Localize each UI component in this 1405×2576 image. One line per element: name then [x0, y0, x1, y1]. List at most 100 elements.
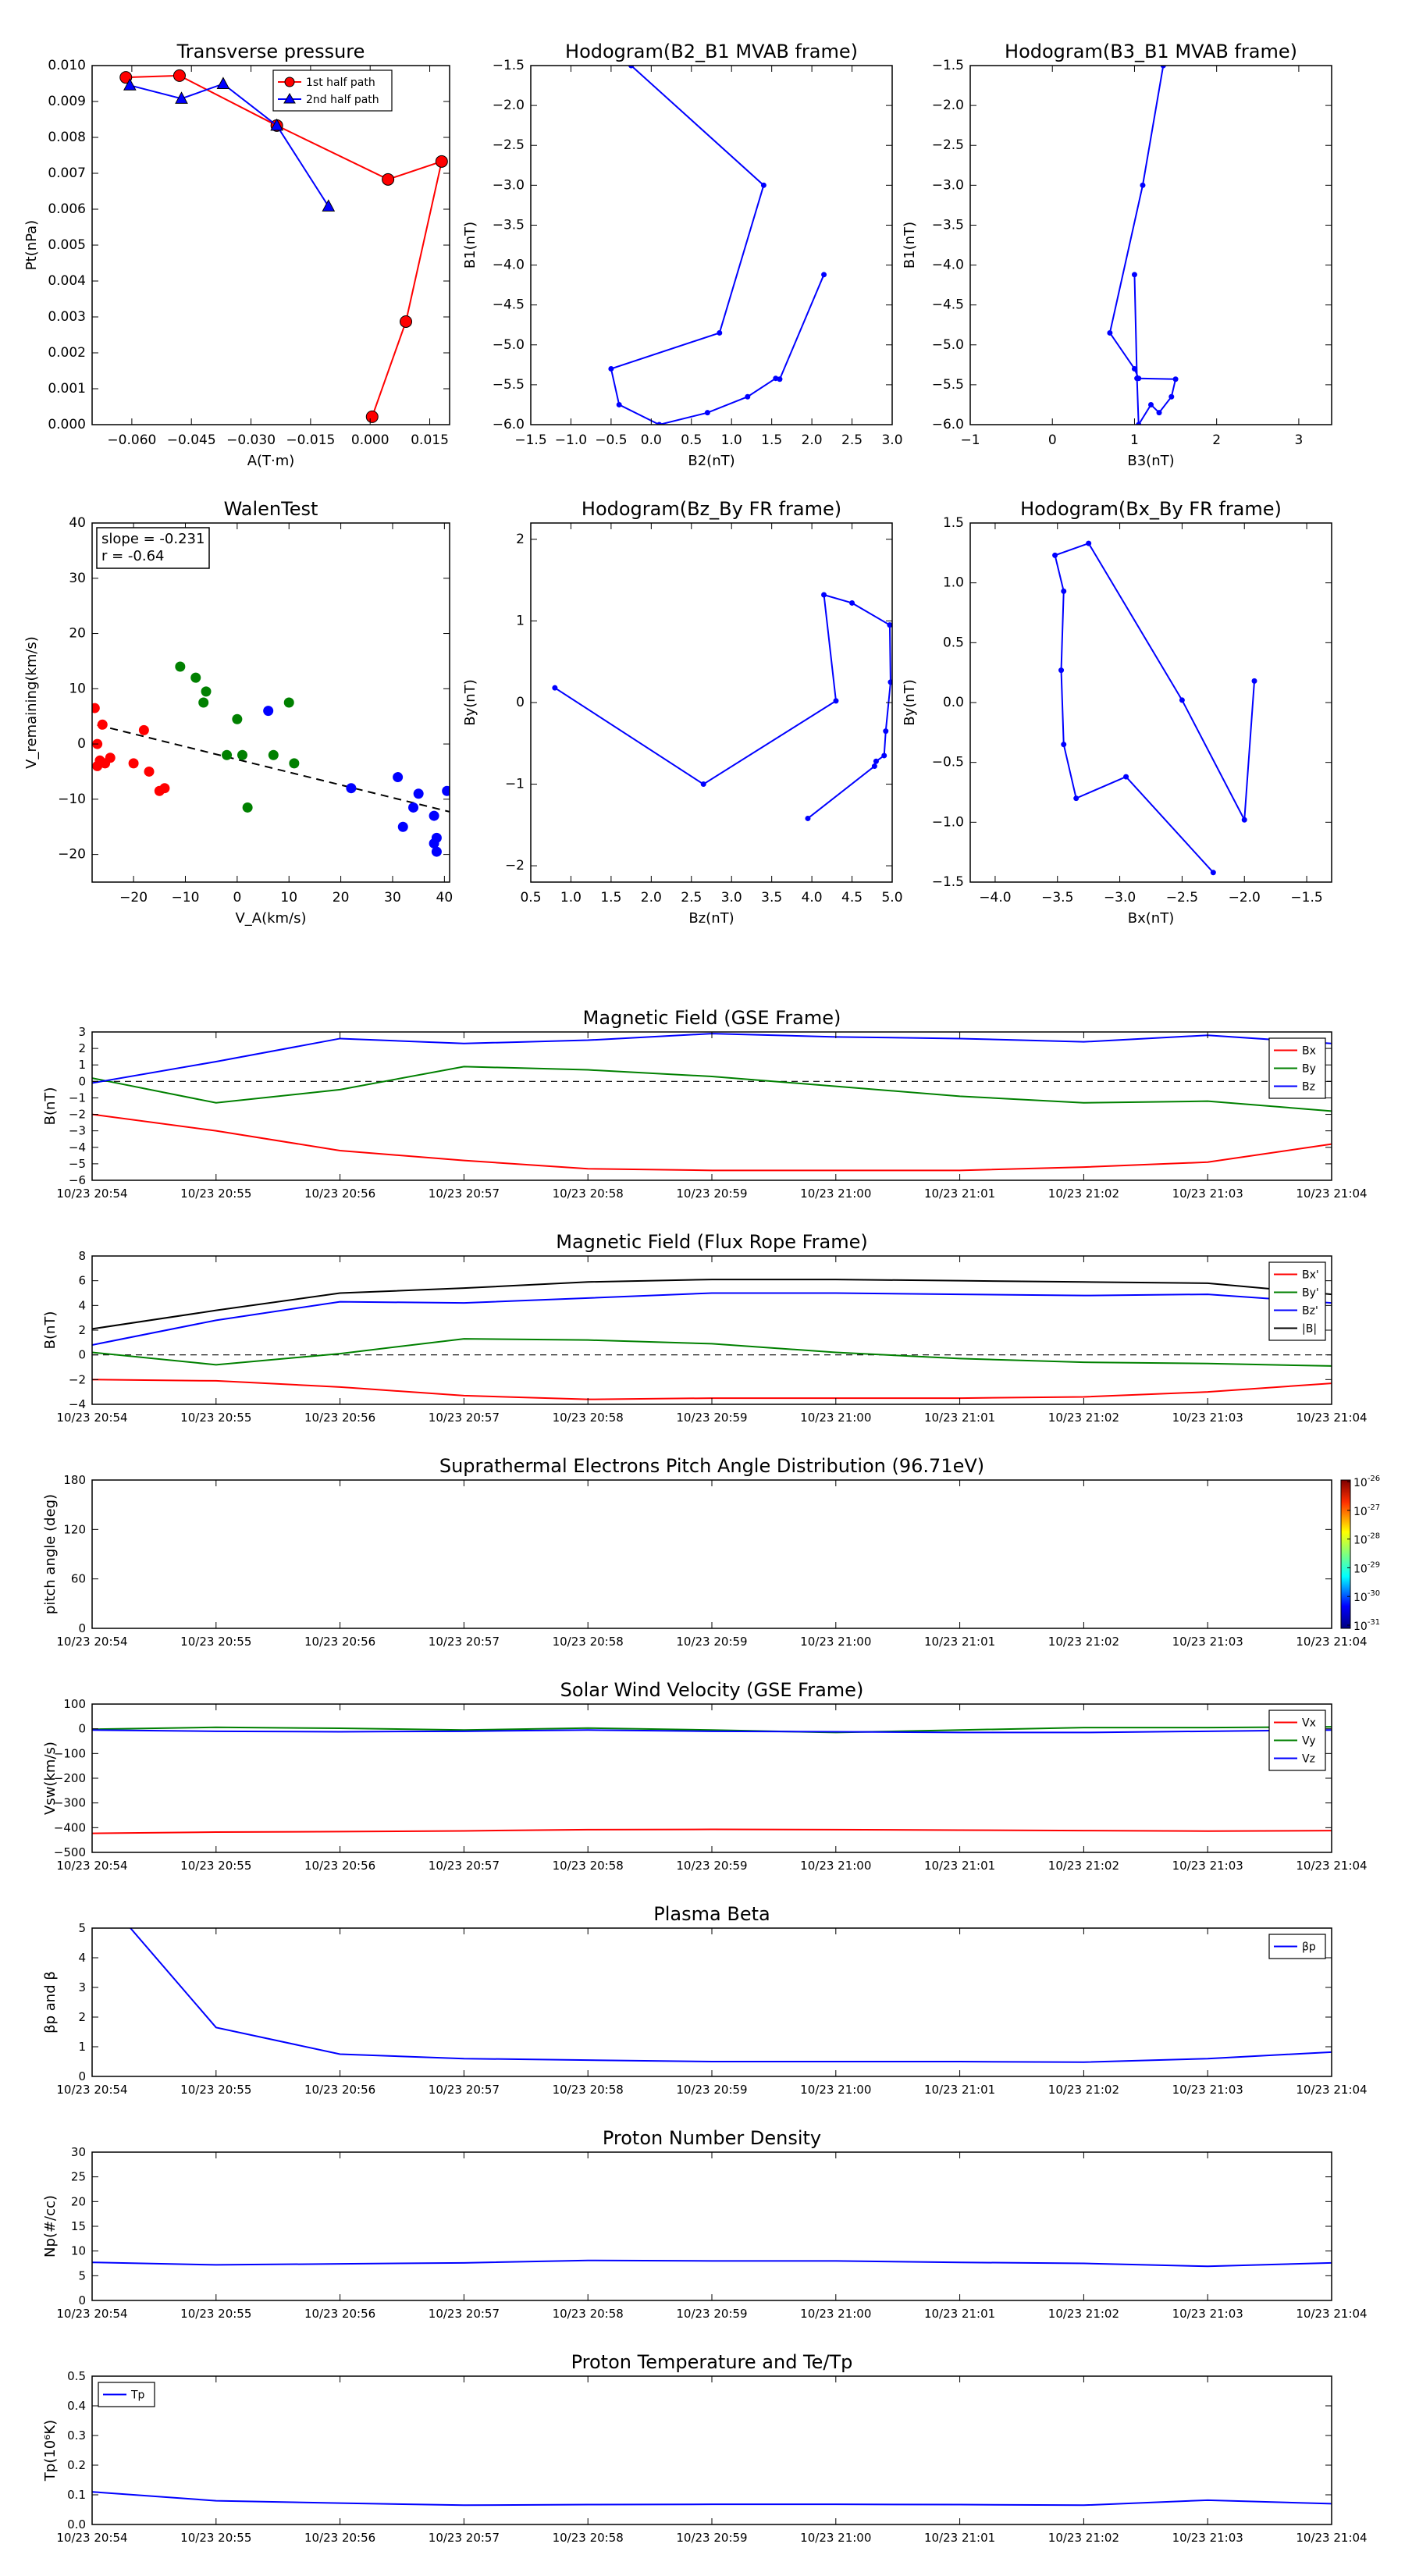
y-tick-label: −0.5 [932, 755, 964, 770]
x-tick-label: −0.045 [167, 432, 216, 448]
y-tick-label: −1.5 [932, 874, 964, 890]
y-tick-label: 0.5 [943, 635, 964, 650]
plot-area [92, 2376, 1332, 2524]
x-tick-label: 10/23 20:55 [180, 2531, 251, 2545]
data-point [1052, 552, 1058, 558]
x-tick-label: 10/23 20:58 [553, 1859, 624, 1873]
y-tick-label: −100 [54, 1746, 86, 1760]
x-tick-label: 20 [333, 890, 350, 906]
annotation-box [96, 527, 210, 569]
y-tick-label: 2 [78, 1323, 86, 1337]
plot-area [970, 66, 1332, 425]
chart-title: Proton Temperature and Te/Tp [571, 2351, 853, 2373]
y-tick-label: 0.3 [67, 2428, 86, 2443]
data-point [105, 753, 116, 763]
chart-title: Hodogram(Bz_By FR frame) [582, 498, 841, 520]
x-tick-label: 10/23 20:56 [304, 2531, 375, 2545]
y-tick-label: −3.0 [493, 177, 525, 193]
data-point [1134, 375, 1140, 382]
data-point [1172, 376, 1179, 382]
y-tick-label: −4.0 [932, 258, 964, 273]
y-tick-label: 4 [78, 1298, 86, 1312]
data-point [283, 697, 294, 708]
x-tick-label: 10/23 20:58 [553, 2307, 624, 2321]
data-point [833, 698, 839, 704]
colorbar-tick-label: 10-28 [1353, 1532, 1380, 1547]
series-by [92, 1338, 1332, 1367]
x-tick-label: 10/23 20:55 [180, 1411, 251, 1425]
series-line [92, 1113, 1332, 1172]
x-tick-label: 4.5 [841, 890, 863, 906]
y-tick-label: −2.0 [493, 98, 525, 113]
y-tick-label: 3 [78, 1025, 86, 1039]
y-tick-label: −5 [69, 1157, 86, 1171]
x-tick-label: 10/23 21:01 [924, 2531, 995, 2545]
y-tick-label: 30 [71, 2145, 86, 2159]
x-tick-label: 0.000 [351, 432, 389, 448]
y-tick-label: 0 [78, 1621, 86, 1635]
data-point [431, 846, 442, 857]
colorbar-tick-label: 10-29 [1353, 1560, 1380, 1575]
x-axis-label: Bz(nT) [688, 910, 734, 927]
data-point [1107, 329, 1113, 336]
y-tick-label: 5 [78, 2268, 86, 2282]
x-tick-label: 10/23 20:54 [56, 2083, 127, 2097]
x-tick-label: 10/23 21:01 [924, 1635, 995, 1649]
plot-area [92, 523, 450, 882]
data-point [97, 719, 108, 730]
x-tick-label: 10/23 20:58 [553, 1635, 624, 1649]
y-tick-label: 0 [78, 1722, 86, 1736]
data-point [1241, 817, 1247, 823]
x-tick-label: 10/23 20:59 [676, 2307, 747, 2321]
y-tick-label: −5.0 [493, 337, 525, 353]
annotation-text: slope = -0.231 [101, 531, 205, 547]
series-vz [92, 1729, 1332, 1734]
y-tick-label: −400 [54, 1820, 86, 1834]
x-tick-label: 10/23 21:00 [800, 1859, 871, 1873]
data-point [429, 810, 439, 821]
y-tick-label: −4.0 [493, 258, 525, 273]
legend: βp [1268, 1934, 1326, 1959]
x-tick-label: −1.0 [555, 432, 587, 448]
series-0 [92, 2259, 1332, 2268]
x-tick-label: 10/23 21:00 [800, 1635, 871, 1649]
transverse-pressure-panel: Transverse pressure −0.060 −0.045 −0.030 −0.… [23, 41, 450, 469]
y-axis-label: B1(nT) [462, 222, 478, 269]
y-tick-label: 0.000 [48, 417, 86, 432]
x-tick-label: 10/23 20:59 [676, 1859, 747, 1873]
data-point [201, 686, 212, 697]
y-tick-label: 1.5 [943, 515, 964, 531]
x-tick-label: 10/23 21:01 [924, 2307, 995, 2321]
x-tick-label: 10/23 20:57 [429, 1859, 500, 1873]
y-tick-label: −2.0 [932, 98, 964, 113]
x-tick-label: 10/23 21:04 [1296, 1411, 1367, 1425]
y-tick-label: 0 [78, 2069, 86, 2083]
chart-title: Magnetic Field (Flux Rope Frame) [556, 1231, 867, 1253]
x-tick-label: 10/23 21:03 [1172, 1635, 1243, 1649]
regression-fit-line [97, 724, 450, 813]
data-point [175, 91, 188, 104]
data-point [883, 728, 889, 735]
series-0 [1052, 540, 1257, 876]
x-tick-label: 10/23 21:03 [1172, 2531, 1243, 2545]
data-point [263, 706, 274, 717]
x-tick-label: −3.5 [1041, 890, 1073, 906]
x-tick-label: 10/23 20:59 [676, 2083, 747, 2097]
chart-title: Proton Number Density [603, 2127, 821, 2149]
y-tick-label: 60 [71, 1572, 86, 1586]
data-point [190, 672, 201, 683]
data-point [346, 783, 357, 794]
y-tick-label: 0.005 [48, 237, 86, 253]
y-tick-label: 10 [69, 681, 86, 696]
series-1 [175, 661, 300, 813]
plot-area [92, 1704, 1332, 1852]
x-tick-label: 10/23 20:54 [56, 1635, 127, 1649]
data-point [1131, 272, 1137, 278]
y-tick-label: 5 [78, 1921, 86, 1935]
series-b [92, 1279, 1332, 1330]
x-tick-label: 10/23 20:54 [56, 1187, 127, 1201]
y-tick-label: −3.0 [932, 177, 964, 193]
y-tick-label: 15 [71, 2219, 86, 2233]
colorbar-tick-label: 10-27 [1353, 1503, 1380, 1518]
data-point [435, 155, 448, 168]
